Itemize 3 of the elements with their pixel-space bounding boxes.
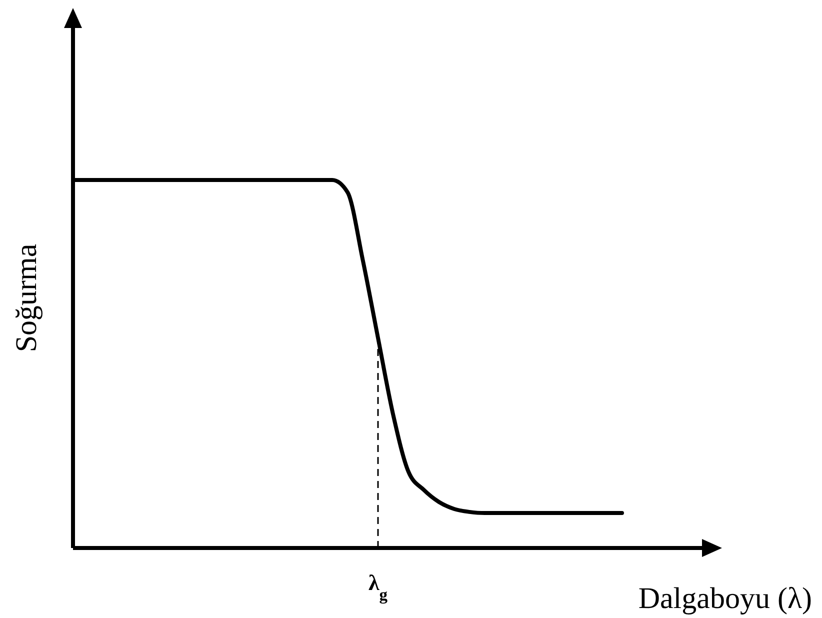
annotation: λ$_{g}$ [368, 570, 388, 604]
y-axis-title: Soğurma [10, 244, 43, 352]
x-axis-title: Dalgaboyu (λ) [638, 582, 812, 615]
